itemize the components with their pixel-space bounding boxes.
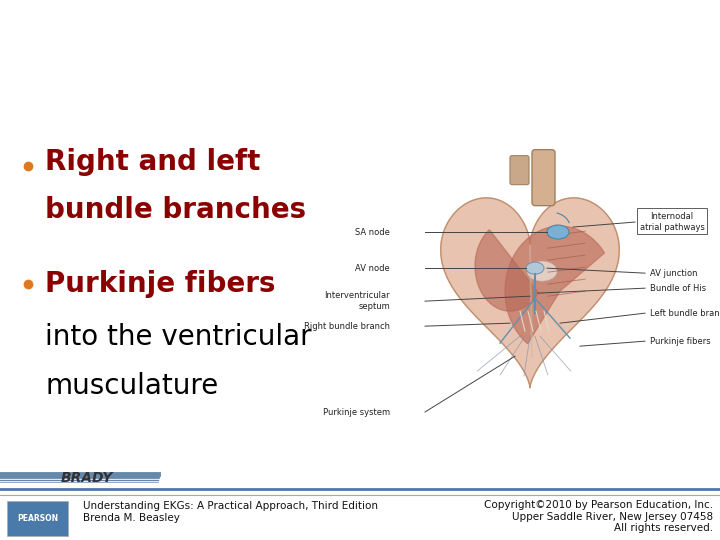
FancyBboxPatch shape	[510, 156, 529, 185]
Text: Copyright©2010 by Pearson Education, Inc.
Upper Saddle River, New Jersey 07458
A: Copyright©2010 by Pearson Education, Inc…	[484, 500, 713, 534]
Text: musculature: musculature	[45, 372, 218, 400]
Text: SA node: SA node	[355, 227, 390, 237]
Text: Interventricular
septum: Interventricular septum	[325, 292, 390, 311]
FancyBboxPatch shape	[7, 501, 68, 536]
Polygon shape	[505, 226, 605, 344]
Text: bundle branches: bundle branches	[45, 196, 306, 224]
Text: BRADY: BRADY	[61, 471, 114, 485]
Polygon shape	[475, 230, 539, 311]
FancyBboxPatch shape	[532, 150, 555, 206]
Ellipse shape	[527, 261, 557, 281]
Ellipse shape	[547, 225, 569, 239]
Text: Internodal
atrial pathways: Internodal atrial pathways	[639, 212, 704, 232]
Text: Bundle of His: Bundle of His	[650, 284, 706, 293]
Text: AV node: AV node	[355, 264, 390, 273]
Text: into the ventricular: into the ventricular	[45, 323, 312, 351]
Polygon shape	[441, 198, 619, 388]
Text: AV junction: AV junction	[650, 269, 698, 278]
Text: Understanding EKGs: A Practical Approach, Third Edition
Brenda M. Beasley: Understanding EKGs: A Practical Approach…	[83, 502, 378, 523]
Bar	[637, 208, 707, 234]
Text: Purkinje system: Purkinje system	[323, 408, 390, 416]
Text: Right and left: Right and left	[45, 148, 261, 176]
Text: Purkinje fibers: Purkinje fibers	[45, 269, 276, 298]
Ellipse shape	[526, 262, 544, 274]
Text: Purkinje fibers: Purkinje fibers	[650, 336, 711, 346]
Text: Right bundle branch: Right bundle branch	[304, 322, 390, 330]
Text: System of the Heart: System of the Heart	[154, 61, 566, 95]
Text: Components of Electrical Conduction: Components of Electrical Conduction	[0, 18, 720, 52]
Text: PEARSON: PEARSON	[17, 514, 59, 523]
Text: Left bundle branch: Left bundle branch	[650, 309, 720, 318]
